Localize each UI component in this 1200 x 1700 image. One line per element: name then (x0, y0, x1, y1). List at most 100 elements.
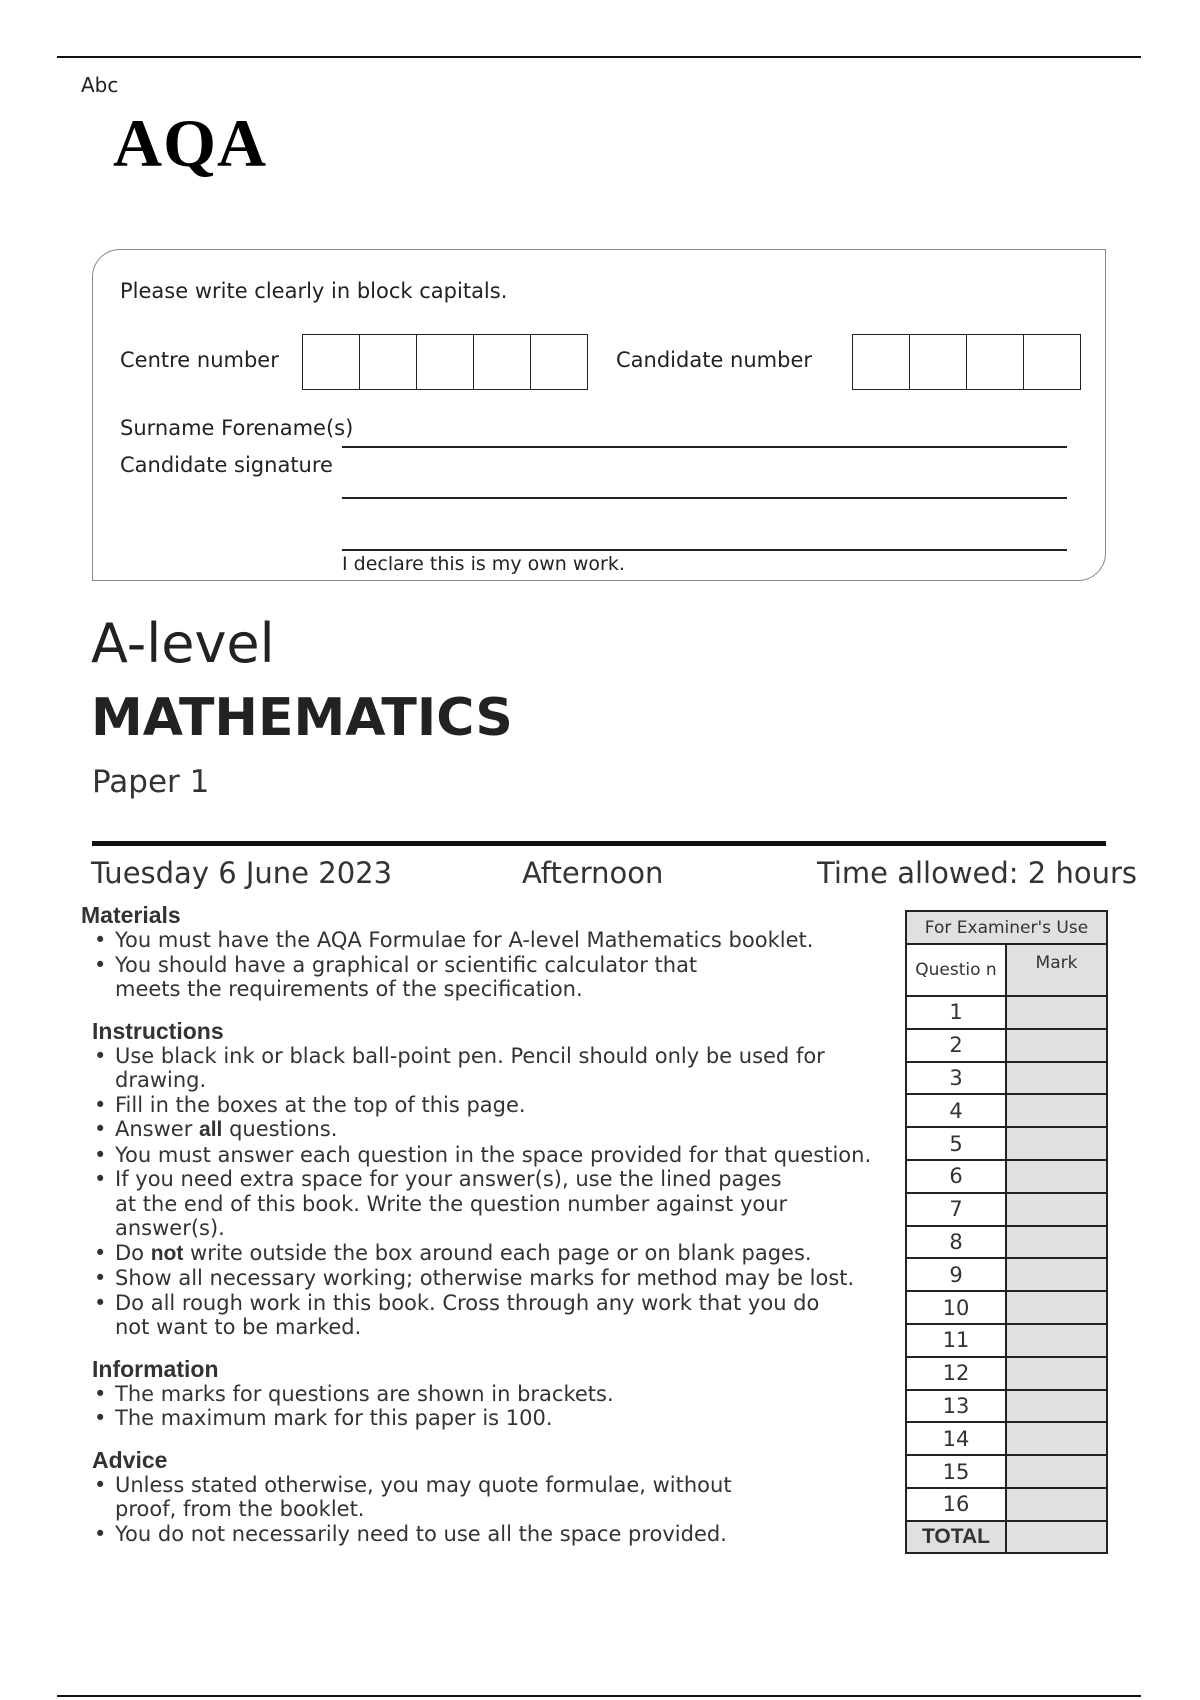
table-row: 9 (905, 1257, 1108, 1293)
digit-box[interactable] (1024, 335, 1080, 389)
instruction-section: InformationThe marks for questions are s… (92, 1355, 892, 1431)
total-cell[interactable] (1005, 1519, 1108, 1554)
question-number: 15 (905, 1454, 1007, 1489)
surname-label: Surname Forename(s) (120, 416, 354, 440)
instruction-line: proof, from the booklet. (92, 1497, 892, 1522)
section-heading: Information (92, 1355, 219, 1382)
instruction-line: Do not write outside the box around each… (92, 1241, 892, 1267)
question-number: 12 (905, 1355, 1007, 1391)
table-row: 10 (905, 1290, 1108, 1325)
instruction-line: If you need extra space for your answer(… (92, 1167, 892, 1192)
digit-box[interactable] (360, 335, 417, 389)
mark-header: Mark (1005, 943, 1108, 997)
signature-label: Candidate signature (120, 453, 333, 477)
table-row: 1 (905, 995, 1108, 1030)
line-text: You must answer each question in the spa… (115, 1142, 872, 1167)
mark-cell[interactable] (1005, 1224, 1108, 1260)
table-row: 8 (905, 1224, 1108, 1260)
question-number: 4 (905, 1093, 1007, 1129)
line-text: If you need extra space for your answer(… (115, 1167, 782, 1191)
table-row: 5 (905, 1126, 1108, 1161)
subject-title: MATHEMATICS (91, 688, 513, 748)
mark-cell[interactable] (1005, 1027, 1108, 1063)
digit-box[interactable] (417, 335, 474, 389)
question-number: 10 (905, 1290, 1007, 1325)
title-rule (92, 841, 1106, 846)
question-number: 9 (905, 1257, 1007, 1293)
mark-cell[interactable] (1005, 1421, 1108, 1457)
instruction-line: The maximum mark for this paper is 100. (92, 1406, 892, 1431)
mark-cell[interactable] (1005, 1355, 1108, 1391)
total-label: TOTAL (905, 1519, 1007, 1554)
digit-box[interactable] (910, 335, 967, 389)
instruction-line: You should have a graphical or scientifi… (92, 953, 892, 978)
instruction-line: meets the requirements of the specificat… (92, 977, 892, 1002)
section-heading: Instructions (92, 1017, 224, 1044)
question-number: 14 (905, 1421, 1007, 1457)
table-row: 4 (905, 1093, 1108, 1129)
candidate-number-boxes[interactable] (852, 334, 1081, 390)
line-text: Do all rough work in this book. Cross th… (115, 1290, 820, 1315)
line-text: not want to be marked. (115, 1315, 362, 1339)
line-text: meets the requirements of the specificat… (115, 977, 583, 1001)
instruction-line: at the end of this book. Write the quest… (92, 1192, 892, 1217)
mark-cell[interactable] (1005, 1454, 1108, 1489)
line-text: Use black ink or black ball-point pen. P… (115, 1043, 825, 1093)
mark-cell[interactable] (1005, 1486, 1108, 1522)
exam-session: Afternoon (522, 856, 664, 890)
digit-box[interactable] (303, 335, 360, 389)
instruction-line: Do all rough work in this book. Cross th… (92, 1291, 892, 1316)
surname-line[interactable] (342, 446, 1067, 448)
digit-box[interactable] (474, 335, 531, 389)
mark-cell[interactable] (1005, 1126, 1108, 1161)
centre-number-label: Centre number (120, 348, 279, 372)
mark-cell[interactable] (1005, 1388, 1108, 1424)
line-text: write outside the box around each page o… (183, 1240, 812, 1265)
table-row: 15 (905, 1454, 1108, 1489)
instruction-line: Unless stated otherwise, you may quote f… (92, 1473, 892, 1498)
candidate-details-box (92, 249, 1106, 581)
instruction-line: Answer all questions. (92, 1117, 892, 1143)
instruction-line: You do not necessarily need to use all t… (92, 1522, 892, 1547)
section-heading: Advice (92, 1446, 168, 1473)
digit-box[interactable] (967, 335, 1024, 389)
question-number: 11 (905, 1322, 1007, 1358)
line-text: You do not necessarily need to use all t… (115, 1521, 727, 1546)
signature-line[interactable] (342, 549, 1067, 551)
instruction-section: MaterialsYou must have the AQA Formulae … (81, 903, 892, 1002)
question-number: 5 (905, 1126, 1007, 1161)
digit-box[interactable] (853, 335, 910, 389)
mark-cell[interactable] (1005, 1257, 1108, 1293)
table-row: 3 (905, 1060, 1108, 1096)
instruction-line: Use black ink or black ball-point pen. P… (92, 1044, 892, 1093)
question-number: 16 (905, 1486, 1007, 1522)
instruction-section: InstructionsUse black ink or black ball-… (92, 1017, 892, 1340)
table-row: 13 (905, 1388, 1108, 1424)
mark-cell[interactable] (1005, 1191, 1108, 1227)
aqa-logo: AQA (113, 105, 268, 181)
mark-cell[interactable] (1005, 1093, 1108, 1129)
examiner-table-title: For Examiner's Use (905, 910, 1108, 945)
top-rule (57, 56, 1141, 58)
line-text: Do (115, 1240, 151, 1265)
emphasis: not (150, 1241, 184, 1265)
mark-cell[interactable] (1005, 1322, 1108, 1358)
line-text: questions. (222, 1117, 338, 1141)
table-row: 16 (905, 1486, 1108, 1522)
forename-line[interactable] (342, 497, 1067, 499)
digit-box[interactable] (531, 335, 587, 389)
line-text: Unless stated otherwise, you may quote f… (115, 1472, 732, 1497)
line-text: Fill in the boxes at the top of this pag… (115, 1092, 526, 1117)
question-number: 2 (905, 1027, 1007, 1063)
header-label: Abc (81, 73, 119, 97)
mark-cell[interactable] (1005, 1060, 1108, 1096)
table-row: 7 (905, 1191, 1108, 1227)
mark-cell[interactable] (1005, 1158, 1108, 1194)
centre-number-boxes[interactable] (302, 334, 588, 390)
time-allowed: Time allowed: 2 hours (817, 856, 1137, 890)
mark-cell[interactable] (1005, 1290, 1108, 1325)
mark-cell[interactable] (1005, 995, 1108, 1030)
emphasis: all (199, 1118, 223, 1141)
exam-date: Tuesday 6 June 2023 (91, 856, 393, 890)
question-number: 13 (905, 1388, 1007, 1424)
